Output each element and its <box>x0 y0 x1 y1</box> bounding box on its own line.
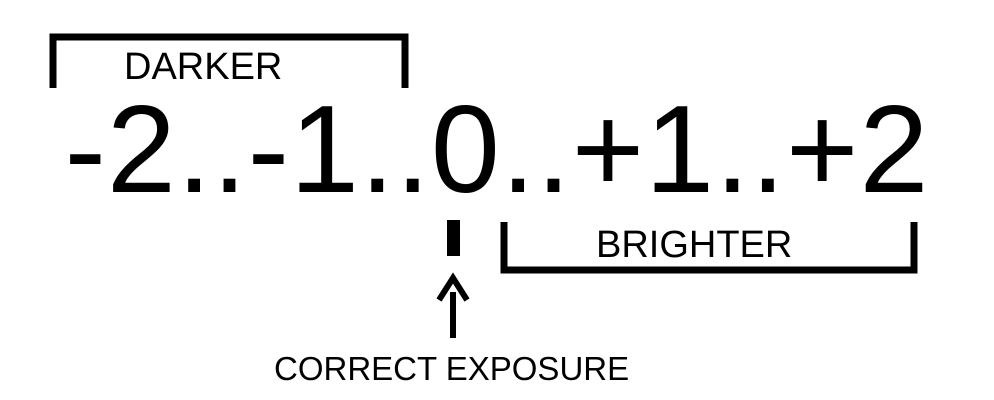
darker-bracket <box>49 33 409 88</box>
correct-exposure-label: CORRECT EXPOSURE <box>274 350 630 387</box>
exposure-scale-values: -2..-1..0..+1..+2 <box>64 81 930 219</box>
brighter-bracket <box>500 222 918 274</box>
darker-label: DARKER <box>124 46 283 88</box>
brighter-label: BRIGHTER <box>596 224 793 266</box>
arrow-up-icon <box>436 272 470 302</box>
zero-marker-dash <box>447 220 460 256</box>
